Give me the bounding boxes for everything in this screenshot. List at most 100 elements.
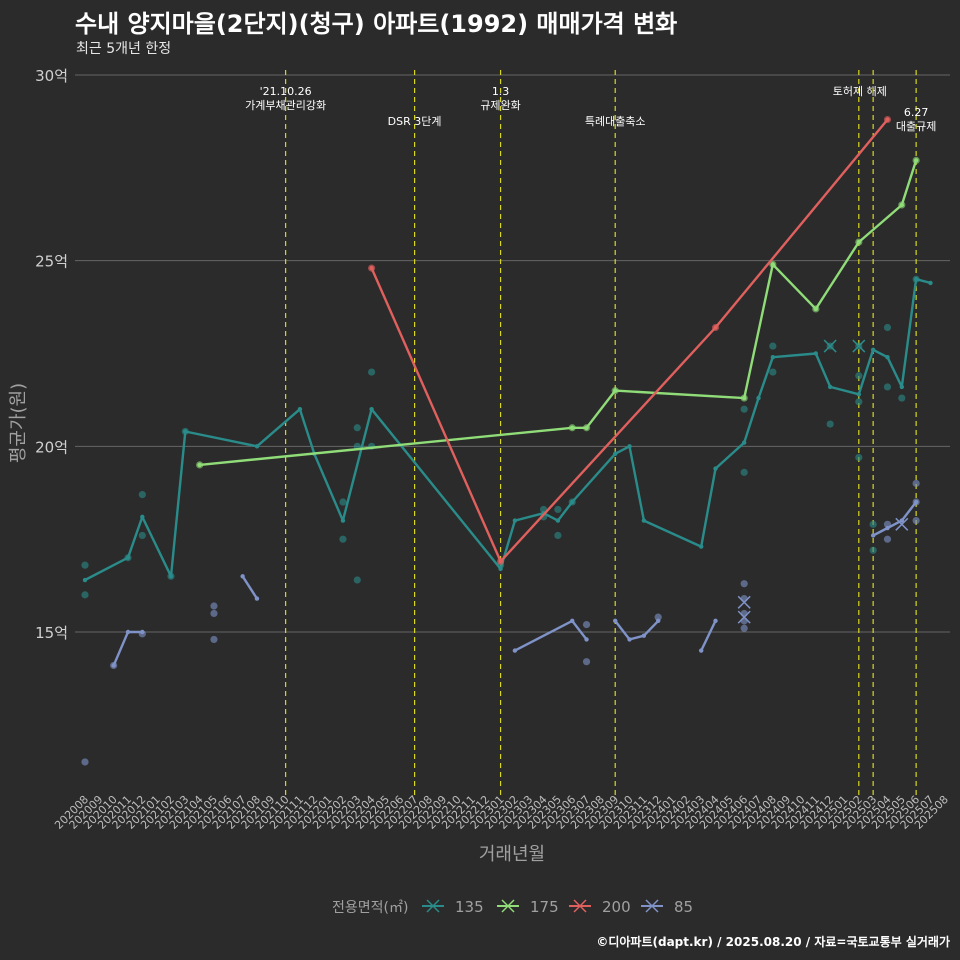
data-point bbox=[654, 613, 662, 621]
data-point bbox=[855, 453, 863, 462]
line-vertex bbox=[498, 559, 503, 564]
source-caption: ©디아파트(dapt.kr) / 2025.08.20 / 자료=국토교통부 실… bbox=[596, 935, 950, 949]
line-vertex bbox=[369, 407, 374, 412]
line-vertex bbox=[899, 202, 905, 208]
line-vertex bbox=[885, 525, 890, 531]
x-mark bbox=[852, 339, 866, 353]
x-axis-label: 거래년월 bbox=[479, 844, 545, 865]
line-vertex bbox=[555, 518, 561, 523]
line-vertex bbox=[168, 574, 174, 579]
legend-key-x bbox=[426, 899, 440, 913]
line-vertex bbox=[913, 277, 919, 282]
series-line bbox=[614, 620, 660, 641]
series-line bbox=[700, 620, 717, 652]
series-layer bbox=[81, 115, 933, 766]
series-85 bbox=[81, 479, 920, 766]
x-mark-stroke bbox=[737, 610, 751, 624]
line-vertex bbox=[885, 355, 890, 360]
series-line bbox=[84, 278, 931, 582]
x-mark-stroke bbox=[737, 595, 751, 609]
grid-lines bbox=[75, 74, 950, 633]
line-vertex bbox=[899, 384, 905, 390]
x-axis-ticks: 2020082020092020102020112020122021012021… bbox=[52, 793, 951, 832]
data-point bbox=[869, 520, 877, 528]
data-point bbox=[353, 576, 361, 584]
data-point bbox=[855, 398, 863, 406]
data-point bbox=[855, 372, 863, 380]
series-135 bbox=[81, 275, 933, 599]
legend-label-200: 200 bbox=[602, 898, 631, 916]
y-axis-ticks: 15억 20억 25억 30억 bbox=[35, 67, 68, 642]
data-point bbox=[138, 531, 146, 540]
series-line bbox=[199, 160, 918, 467]
line-vertex bbox=[627, 444, 632, 449]
chart-subtitle: 최근 5개년 한정 bbox=[76, 41, 172, 57]
data-point bbox=[769, 368, 777, 376]
data-point bbox=[81, 758, 89, 766]
line-vertex bbox=[770, 355, 776, 360]
legend-key-175 bbox=[497, 899, 519, 913]
y-tick-label: 25억 bbox=[35, 253, 68, 271]
data-point bbox=[883, 323, 892, 332]
line-vertex bbox=[584, 425, 589, 430]
data-point bbox=[353, 424, 361, 432]
line-vertex bbox=[641, 633, 647, 638]
legend-label-85: 85 bbox=[674, 898, 693, 916]
data-point bbox=[740, 624, 748, 632]
data-point bbox=[883, 535, 892, 543]
x-mark-stroke bbox=[895, 517, 909, 531]
line-vertex bbox=[813, 351, 819, 356]
legend-title: 전용면적(㎡) bbox=[332, 900, 408, 916]
legend-key-85 bbox=[641, 899, 663, 913]
line-vertex bbox=[741, 440, 747, 445]
data-point bbox=[339, 498, 347, 506]
line-vertex bbox=[140, 629, 145, 635]
data-point bbox=[138, 491, 146, 499]
event-label: 1.3 bbox=[492, 85, 510, 98]
line-vertex bbox=[369, 265, 374, 271]
line-vertex bbox=[856, 392, 862, 397]
series-175 bbox=[196, 156, 920, 469]
line-vertex bbox=[498, 566, 503, 572]
line-vertex bbox=[570, 499, 575, 505]
event-label: '21.10.26 bbox=[260, 85, 312, 98]
data-point bbox=[740, 609, 748, 618]
data-point bbox=[740, 617, 748, 625]
event-label: 규제완화 bbox=[480, 99, 520, 112]
line-vertex bbox=[656, 618, 661, 624]
line-vertex bbox=[870, 347, 876, 352]
legend-label-135: 135 bbox=[455, 898, 484, 916]
x-mark-stroke bbox=[823, 339, 837, 353]
line-vertex bbox=[570, 425, 575, 430]
series-200 bbox=[368, 115, 892, 566]
series-line bbox=[514, 619, 588, 652]
line-vertex bbox=[698, 544, 704, 549]
data-point bbox=[554, 531, 562, 540]
line-vertex bbox=[183, 429, 188, 434]
data-point bbox=[81, 561, 89, 569]
data-point bbox=[883, 383, 892, 391]
line-vertex bbox=[240, 574, 245, 579]
line-vertex bbox=[913, 158, 919, 163]
line-vertex bbox=[140, 514, 145, 520]
legend-key-200 bbox=[569, 899, 591, 913]
line-vertex bbox=[713, 618, 718, 624]
data-point bbox=[740, 594, 748, 603]
series-line bbox=[241, 575, 259, 600]
data-point bbox=[740, 405, 748, 413]
event-label: DSR 3단계 bbox=[388, 115, 442, 128]
x-mark bbox=[895, 517, 909, 531]
series-line bbox=[872, 501, 918, 537]
line-vertex bbox=[613, 618, 618, 624]
line-vertex bbox=[713, 325, 718, 330]
event-label: 대출규제 bbox=[896, 120, 936, 133]
legend-key-x bbox=[645, 899, 659, 913]
line-vertex bbox=[254, 444, 260, 449]
line-vertex bbox=[713, 466, 718, 471]
line-vertex bbox=[613, 388, 618, 393]
data-point bbox=[339, 535, 347, 543]
data-point bbox=[582, 620, 591, 629]
event-label: 가계부채관리강화 bbox=[245, 99, 326, 112]
